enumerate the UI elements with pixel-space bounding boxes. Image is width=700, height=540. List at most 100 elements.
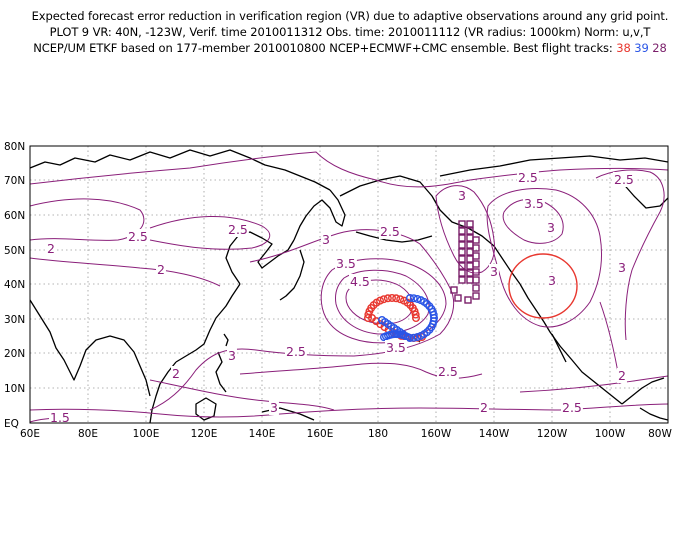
track-blue-marker	[409, 333, 418, 342]
contour-label-bg	[489, 264, 499, 279]
track-blue-marker	[425, 325, 434, 334]
contour-label: 2	[157, 262, 165, 277]
contour-2-west	[30, 257, 221, 287]
contour-label-bg	[523, 196, 545, 211]
track-purple-marker	[466, 241, 474, 249]
coast-baja	[551, 333, 567, 363]
contour-label-bg	[156, 262, 166, 277]
contour-label: 3.5	[386, 340, 406, 355]
contour-label: 2.5	[518, 170, 538, 185]
contour-2.5-east	[595, 169, 665, 341]
track-red-marker	[376, 296, 385, 305]
contour-label: 2	[47, 241, 55, 256]
contour-4-ring	[335, 269, 430, 335]
contour-label-bg	[46, 241, 56, 256]
coast-eurasia-north	[30, 149, 331, 191]
contour-2.5-nw	[149, 215, 271, 250]
contour-label-bg	[617, 260, 627, 275]
track-purple-marker	[466, 227, 474, 235]
contour-label-bg	[561, 400, 583, 415]
contour-3-alaska	[435, 185, 495, 274]
contour-3.5-outer	[320, 258, 447, 344]
coast-se-asia	[149, 361, 177, 423]
latitude-labels: EQ 10N 20N 30N 40N 50N 60N 70N 80N	[4, 141, 25, 430]
title-line-3: NCEP/UM ETKF based on 177-member 2010010…	[0, 40, 700, 56]
contour-label-bg	[457, 188, 467, 203]
lon-label: 100W	[595, 428, 626, 440]
coast-borneo	[195, 397, 217, 421]
contour-label: 3.5	[336, 256, 356, 271]
track-purple-marker	[472, 292, 480, 300]
track-purple-marker	[458, 262, 466, 270]
track-red-marker	[379, 295, 388, 304]
coast-taiwan	[223, 333, 229, 347]
lat-label: 40N	[4, 279, 25, 291]
contour-2.5-west	[30, 198, 145, 241]
track-red-marker	[411, 310, 420, 319]
contour-3-main	[149, 229, 455, 411]
contour-label: 2	[172, 366, 180, 381]
coast-central-america	[639, 407, 668, 421]
coast-hudson	[619, 179, 668, 209]
coast-north-america-west	[519, 283, 623, 405]
contour-label-bg	[335, 256, 357, 271]
contour-label-bg	[269, 400, 279, 415]
track-label-38: 38	[616, 41, 631, 55]
contour-label-bg	[546, 220, 556, 235]
track-blue-marker	[409, 294, 418, 303]
track-blue-marker	[399, 330, 408, 339]
track-red-marker	[396, 295, 405, 304]
contour-label: 3	[490, 264, 498, 279]
track-red-marker	[392, 294, 401, 303]
contour-label-bg	[227, 348, 237, 363]
lat-label: 20N	[4, 348, 25, 360]
track-blue-marker	[422, 299, 431, 308]
track-label-39: 39	[634, 41, 649, 55]
lat-label: 70N	[4, 175, 25, 187]
contour-label: 2	[618, 368, 626, 383]
lon-label: 180	[368, 428, 388, 440]
track-purple-marker	[466, 262, 474, 270]
lon-label: 60E	[20, 428, 40, 440]
coast-aleutians	[355, 231, 433, 243]
longitude-labels: 60E 80E 100E 120E 140E 160E 180 160W 140…	[20, 428, 672, 440]
track-purple-marker	[458, 241, 466, 249]
track-purple-marker	[472, 236, 480, 244]
track-purple-marker	[472, 244, 480, 252]
contour-label-bg	[171, 366, 181, 381]
track-purple-marker	[458, 269, 466, 277]
title-line-2: PLOT 9 VR: 40N, -123W, Verif. time 20100…	[49, 25, 651, 39]
contour-label: 3	[322, 232, 330, 247]
lat-label: 80N	[4, 141, 25, 153]
contour-3-east	[486, 188, 603, 328]
track-purple-marker	[458, 227, 466, 235]
lat-label: 50N	[4, 245, 25, 257]
track-purple-marker	[472, 252, 480, 260]
track-blue-marker	[416, 331, 425, 340]
contour-label-bg	[613, 172, 635, 187]
track-purple-marker	[466, 234, 474, 242]
track-purple-marker	[458, 220, 466, 228]
lon-label: 120E	[191, 428, 218, 440]
contour-label-bg	[547, 273, 557, 288]
track-blue-marker	[413, 333, 422, 342]
verification-region-circle	[508, 253, 578, 319]
track-purple-marker	[458, 255, 466, 263]
track-purple-marker	[472, 284, 480, 292]
track-purple-marker	[450, 286, 458, 294]
track-purple-marker	[472, 268, 480, 276]
contour-label-bg	[349, 274, 371, 289]
contour-label: 2.5	[128, 229, 148, 244]
track-red-marker	[412, 314, 421, 323]
lon-label: 140E	[249, 428, 276, 440]
lon-label: 120W	[537, 428, 568, 440]
contour-label-bg	[49, 410, 71, 425]
contour-label: 3	[547, 220, 555, 235]
track-purple-marker	[454, 294, 462, 302]
map-grid	[30, 146, 668, 423]
contour-lines	[30, 151, 668, 423]
lat-label: 30N	[4, 314, 25, 326]
contour-label-bg	[379, 224, 401, 239]
track-purple-marker	[458, 248, 466, 256]
